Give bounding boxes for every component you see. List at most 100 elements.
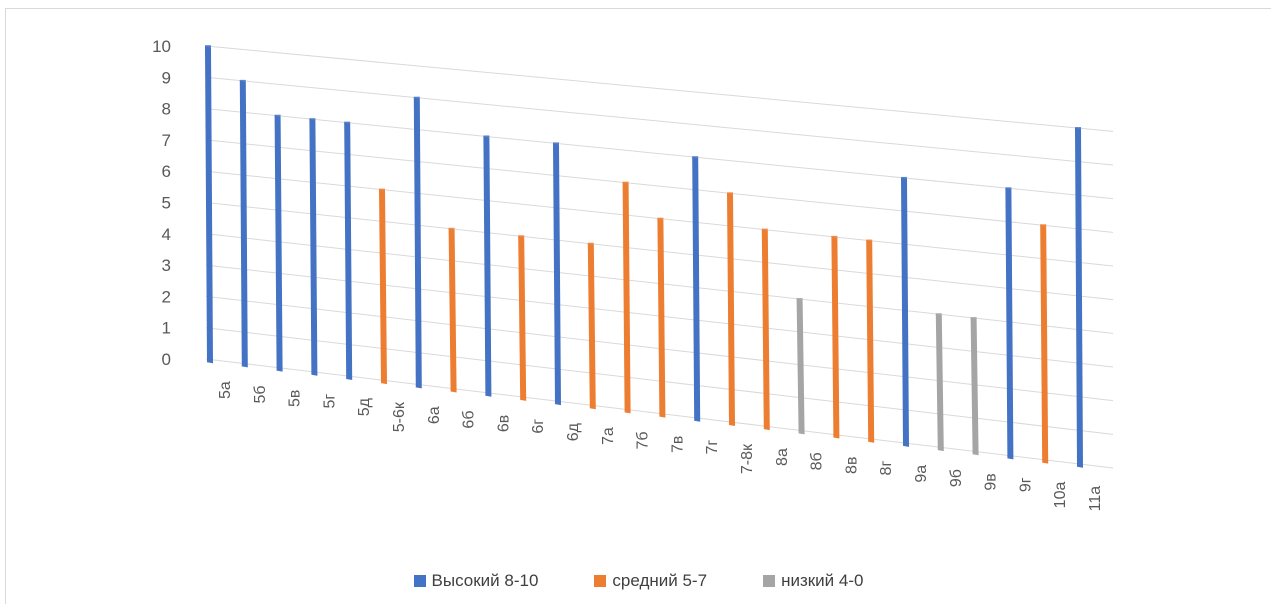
bar-cap — [622, 181, 629, 184]
bar-cap — [866, 239, 873, 242]
x-tick-label: 9в — [983, 473, 1000, 490]
bar-8б — [796, 298, 805, 435]
bar-8в — [831, 236, 840, 439]
x-tick-label: 6а — [426, 406, 443, 424]
x-tick-label: 7-8к — [739, 443, 756, 474]
bar-cap — [205, 45, 211, 48]
x-tick-label: 8б — [809, 452, 826, 470]
bar-cap — [344, 121, 351, 124]
legend-label-mid: средний 5-7 — [612, 571, 708, 590]
bar-7-8к — [727, 193, 735, 426]
y-axis-ticks: 0 1 2 3 4 5 6 7 8 9 10 — [152, 37, 171, 369]
bar-5г — [309, 119, 318, 376]
y-tick-label: 0 — [162, 350, 171, 369]
bar-cap — [518, 235, 525, 238]
x-tick-label: 11а — [1087, 486, 1104, 512]
x-tick-label: 5в — [287, 390, 304, 407]
legend-swatch-low — [763, 575, 776, 587]
chart-area: 0 1 2 3 4 5 6 7 8 9 10 5а 5б 5в 5г 5д 5-6к 6а 6б 6в 6г 6д 7а 7… — [5, 8, 1271, 604]
x-tick-label: 6б — [461, 411, 478, 429]
bar-cap — [309, 118, 316, 121]
bar-5б — [239, 80, 248, 368]
bar-cap — [1075, 127, 1081, 130]
x-tick-label: 5б — [252, 385, 269, 403]
y-tick-label: 6 — [162, 162, 171, 181]
x-tick-label: 6в — [495, 415, 512, 432]
x-tick-label: 7б — [635, 431, 652, 449]
bar-7а — [587, 243, 596, 410]
bar-cap — [274, 114, 281, 117]
bar-cap — [692, 156, 699, 159]
bar-5д — [344, 122, 353, 380]
bar-cap — [727, 192, 733, 195]
bar-cap — [761, 228, 768, 231]
legend-item-high: Высокий 8-10 — [413, 571, 539, 591]
bar-cap — [901, 176, 907, 179]
bar-6д — [553, 143, 561, 406]
bars — [205, 45, 1083, 468]
legend-item-mid: средний 5-7 — [594, 571, 707, 591]
bar-cap — [1040, 224, 1047, 227]
bar-9б — [935, 314, 944, 452]
x-tick-label: 5-6к — [391, 401, 408, 432]
bar-chart: 0 1 2 3 4 5 6 7 8 9 10 5а 5б 5в 5г 5д 5-6к 6а 6б 6в 6г 6д 7а 7… — [152, 37, 1114, 511]
bar-cap — [935, 313, 942, 316]
bar-5в — [274, 115, 283, 372]
bar-cap — [796, 297, 803, 300]
bar-6б — [448, 228, 457, 393]
x-tick-label: 6г — [530, 419, 547, 434]
bar-6в — [483, 136, 492, 397]
bar-cap — [553, 142, 559, 145]
gridline — [205, 76, 1114, 166]
bar-10а — [1040, 225, 1049, 464]
legend-label-high: Высокий 8-10 — [431, 571, 539, 590]
bar-8г — [866, 240, 875, 443]
bar-9в — [970, 318, 979, 456]
bar-cap — [483, 135, 490, 138]
bar-9а — [901, 177, 909, 447]
gridline — [205, 45, 1114, 132]
y-tick-label: 7 — [162, 131, 171, 150]
x-tick-label: 7а — [600, 427, 617, 445]
bar-6а — [413, 97, 422, 389]
y-tick-label: 9 — [162, 68, 171, 87]
gridline — [205, 108, 1114, 200]
x-tick-label: 9а — [913, 465, 930, 483]
bar-5а — [205, 46, 213, 364]
legend: Высокий 8-10 средний 5-7 низкий 4-0 — [6, 571, 1271, 591]
bar-cap — [970, 317, 977, 320]
x-tick-label: 6д — [565, 422, 582, 441]
x-axis-ticks: 5а 5б 5в 5г 5д 5-6к 6а 6б 6в 6г 6д 7а 7б 7в 7г 7-8к 8а 8б… — [217, 381, 1104, 511]
bar-cap — [413, 96, 420, 99]
x-tick-label: 7в — [669, 436, 686, 453]
y-tick-label: 2 — [162, 287, 171, 306]
x-tick-label: 9г — [1017, 477, 1034, 492]
legend-item-low: низкий 4-0 — [763, 571, 863, 591]
legend-swatch-high — [413, 575, 426, 587]
bar-9г — [1005, 188, 1014, 460]
y-tick-label: 4 — [162, 225, 171, 244]
x-tick-label: 5д — [356, 397, 373, 416]
y-tick-label: 1 — [162, 319, 171, 338]
x-tick-label: 10а — [1052, 482, 1069, 509]
x-tick-label: 9б — [948, 469, 965, 487]
bar-6г — [518, 236, 527, 401]
x-tick-label: 5г — [321, 394, 338, 409]
bar-11а — [1075, 128, 1083, 468]
x-tick-label: 8г — [878, 461, 895, 476]
bar-5-6к — [379, 189, 387, 385]
x-tick-label: 8а — [774, 448, 791, 466]
x-tick-label: 8в — [843, 457, 860, 474]
bar-cap — [448, 227, 455, 230]
x-tick-label: 7г — [704, 440, 721, 455]
bar-cap — [1005, 187, 1012, 190]
bar-cap — [831, 235, 838, 238]
y-tick-label: 3 — [162, 256, 171, 275]
gridline — [205, 139, 1114, 233]
y-tick-label: 5 — [162, 194, 171, 213]
bar-cap — [587, 242, 594, 245]
x-tick-label: 5а — [217, 381, 234, 399]
y-tick-label: 10 — [152, 37, 171, 56]
bar-cap — [657, 217, 664, 220]
bar-7б — [622, 182, 631, 414]
